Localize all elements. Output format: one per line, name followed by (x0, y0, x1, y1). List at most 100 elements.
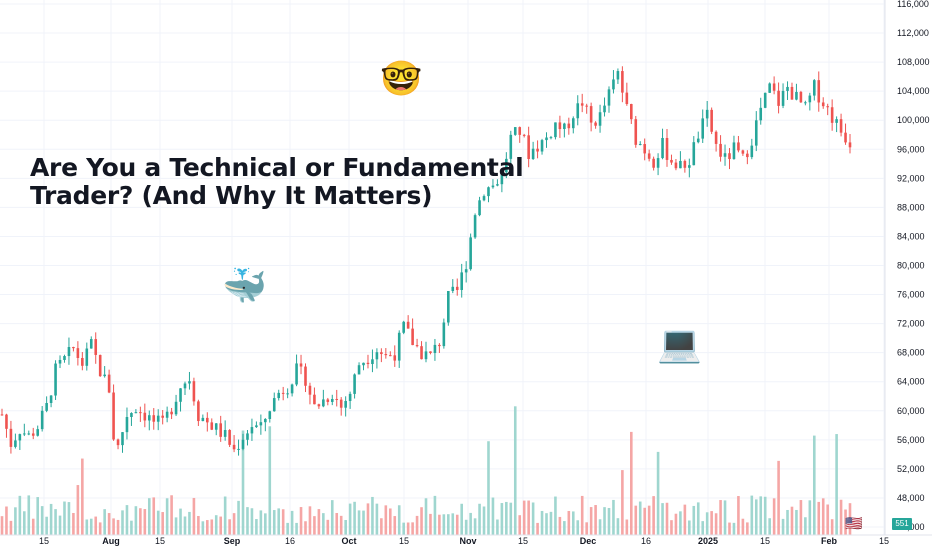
volume-bar (438, 514, 441, 535)
candle-body (589, 106, 593, 123)
volume-bar (246, 507, 249, 535)
candle-body (85, 348, 89, 366)
y-tick-label: 72,000 (897, 319, 925, 329)
candle-body (58, 359, 62, 364)
volume-bar (835, 434, 838, 535)
candle-body (147, 415, 151, 421)
candle-body (804, 102, 807, 104)
volume-bar (750, 495, 754, 535)
volume-bar (232, 513, 236, 535)
candle-body (723, 153, 727, 157)
candle-body (750, 145, 754, 158)
candle-body (607, 89, 611, 106)
us-flag-icon: 🇺🇸 (845, 515, 863, 531)
x-tick-label: Nov (459, 536, 476, 546)
candle-body (786, 86, 789, 91)
volume-bar (406, 522, 410, 535)
volume-bar (179, 508, 182, 535)
volume-bar (603, 507, 606, 535)
volume-bar (250, 508, 254, 535)
volume-bar (5, 506, 8, 535)
candle-body (255, 425, 258, 428)
volume-bar (219, 516, 222, 535)
volume-bar (290, 510, 294, 535)
y-tick-label: 108,000 (897, 57, 930, 67)
volume-bar (464, 519, 468, 535)
candle-body (116, 439, 120, 446)
candle-body (424, 351, 428, 360)
candle-body (710, 109, 713, 132)
volume-bar (478, 503, 481, 535)
candle-body (478, 200, 481, 216)
candle-body (473, 215, 477, 238)
candle-body (49, 395, 53, 404)
volume-bar (72, 512, 75, 535)
candle-body (522, 134, 526, 136)
candle-body (536, 148, 539, 152)
candle-body (826, 106, 829, 108)
headline-line-1: Are You a Technical or Fundamental (30, 153, 524, 182)
candle-body (362, 362, 365, 366)
volume-bar (214, 515, 218, 535)
candle-body (705, 109, 709, 119)
volume-bar (152, 497, 156, 535)
volume-bar (308, 506, 312, 535)
candle-body (299, 363, 303, 367)
volume-bar (683, 504, 687, 535)
volume-bar (746, 522, 749, 535)
volume-bar (188, 511, 191, 535)
volume-bar (277, 508, 281, 535)
volume-bar (455, 514, 459, 535)
candle-body (81, 357, 84, 366)
candle-body (692, 142, 696, 166)
volume-bar (23, 511, 26, 535)
volume-bar (821, 498, 825, 535)
candle-body (5, 414, 8, 429)
candle-body (719, 143, 722, 157)
candle-body (339, 399, 343, 408)
candle-body (330, 398, 334, 402)
volume-bar (357, 510, 361, 535)
volume-bar (741, 518, 745, 535)
candle-body (228, 430, 231, 445)
candle-body (482, 196, 486, 201)
candle-body (433, 344, 437, 354)
candle-body (241, 439, 245, 449)
candle-body (250, 427, 254, 434)
candle-body (571, 118, 575, 129)
candle-body (103, 374, 106, 377)
volume-bar (366, 503, 370, 535)
candle-body (188, 381, 191, 384)
volume-bar (661, 503, 664, 535)
candle-body (839, 119, 843, 133)
volume-bar (170, 495, 173, 535)
candle-body (728, 153, 731, 160)
candle-body (754, 120, 758, 146)
candlesticks (0, 66, 852, 456)
volume-bar (134, 506, 138, 535)
candle-body (563, 123, 566, 130)
volume-bar (36, 497, 40, 535)
y-tick-label: 76,000 (897, 290, 925, 300)
candle-body (714, 131, 718, 144)
volume-bar (826, 504, 829, 535)
volume-bar (380, 518, 383, 535)
y-tick-label: 104,000 (897, 86, 930, 96)
volume-badge: 551 (892, 518, 912, 530)
volume-bar (630, 431, 633, 535)
candle-body (54, 363, 57, 396)
volume-bar (482, 506, 486, 535)
candle-body (0, 414, 4, 416)
volume-bar (98, 522, 102, 535)
candle-body (817, 80, 821, 103)
volume-bar (139, 508, 142, 535)
volume-bar (433, 495, 437, 535)
y-tick-label: 64,000 (897, 377, 925, 387)
candle-body (835, 119, 838, 123)
volume-bar (49, 503, 53, 535)
candle-body (179, 388, 182, 402)
candle-body (505, 158, 508, 173)
candle-body (567, 123, 571, 129)
candle-body (125, 417, 129, 433)
